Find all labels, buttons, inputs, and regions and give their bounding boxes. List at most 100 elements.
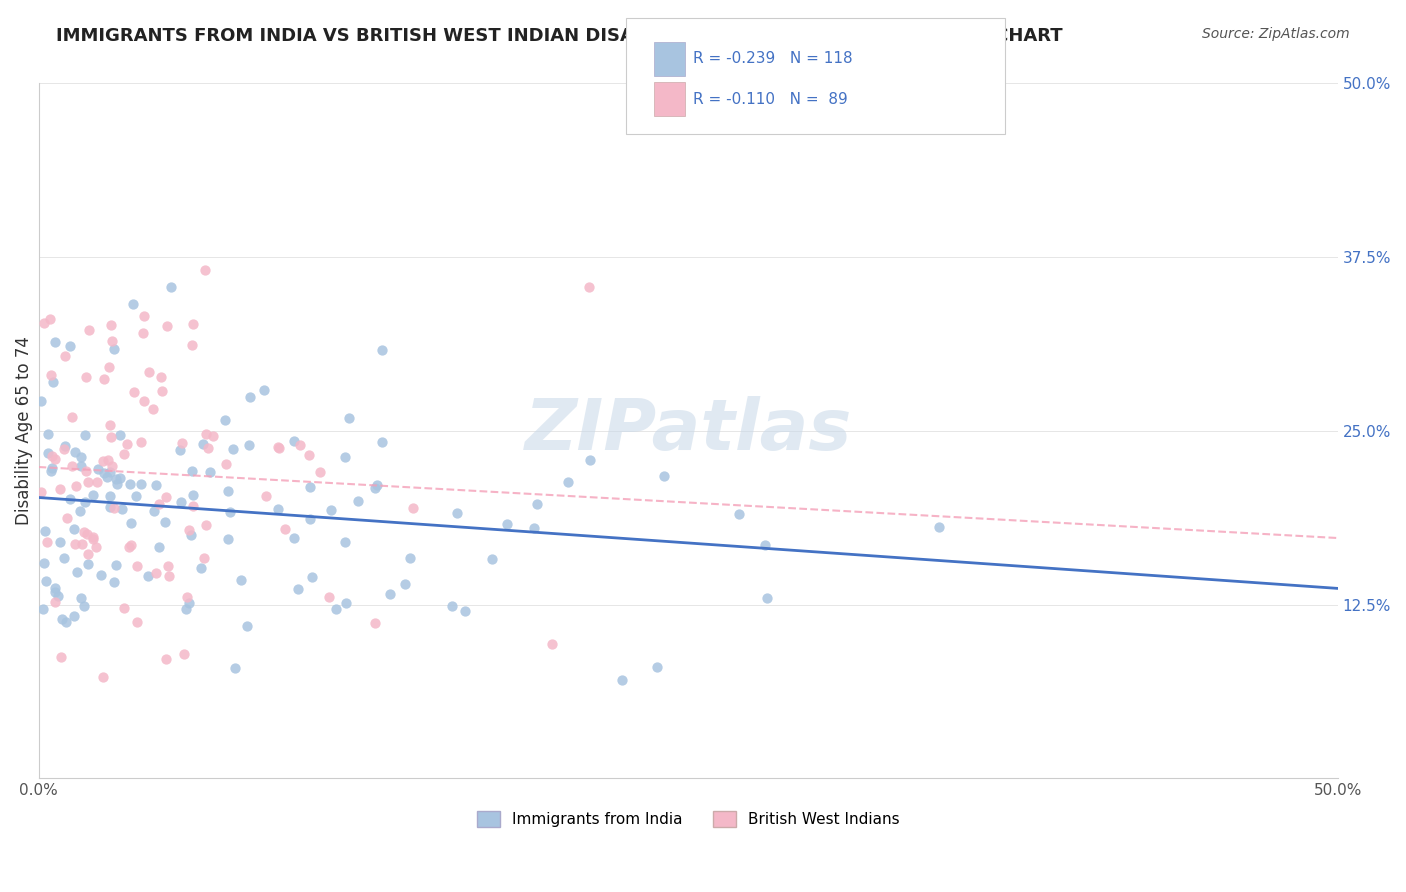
Point — [120, 538, 142, 552]
Point — [197, 441, 219, 455]
Point — [76, 527, 98, 541]
Point — [122, 385, 145, 400]
Point — [82, 488, 104, 502]
Point — [69, 504, 91, 518]
Point — [34, 524, 56, 538]
Point — [125, 489, 148, 503]
Point — [70, 591, 93, 605]
Point — [98, 500, 121, 515]
Point — [217, 532, 239, 546]
Point — [100, 430, 122, 444]
Point — [39, 465, 62, 479]
Point — [754, 539, 776, 553]
Point — [195, 518, 218, 533]
Point — [62, 523, 84, 537]
Point — [115, 437, 138, 451]
Point — [194, 263, 217, 277]
Point — [110, 428, 132, 442]
Point — [46, 589, 69, 603]
Point — [177, 523, 200, 537]
Point — [180, 338, 202, 352]
Text: R = -0.110   N =  89: R = -0.110 N = 89 — [693, 92, 848, 106]
Point — [104, 472, 127, 486]
Point — [155, 652, 177, 666]
Point — [127, 559, 149, 574]
Point — [183, 317, 205, 331]
Point — [120, 516, 142, 530]
Point — [111, 501, 134, 516]
Point — [399, 550, 422, 565]
Point — [41, 449, 63, 463]
Point — [236, 619, 259, 633]
Text: R = -0.239   N = 118: R = -0.239 N = 118 — [693, 52, 853, 66]
Point — [100, 318, 122, 333]
Point — [347, 493, 370, 508]
Point — [153, 515, 176, 529]
Point — [142, 401, 165, 416]
Point — [44, 452, 66, 467]
Point — [77, 557, 100, 571]
Point — [155, 490, 177, 504]
Point — [52, 442, 75, 457]
Point — [218, 505, 240, 519]
Point — [91, 670, 114, 684]
Point — [35, 535, 58, 549]
Point — [129, 434, 152, 449]
Point — [49, 649, 72, 664]
Point — [31, 602, 53, 616]
Point — [309, 465, 332, 479]
Point — [148, 497, 170, 511]
Point — [51, 612, 73, 626]
Point — [224, 661, 246, 675]
Point — [49, 535, 72, 549]
Point — [55, 511, 77, 525]
Point — [222, 442, 245, 456]
Point — [122, 297, 145, 311]
Point — [69, 458, 91, 473]
Point — [77, 547, 100, 561]
Point — [181, 464, 204, 478]
Point — [267, 440, 290, 454]
Point — [60, 410, 83, 425]
Point — [190, 560, 212, 574]
Point — [97, 359, 120, 374]
Point — [73, 494, 96, 508]
Point — [321, 503, 343, 517]
Point — [66, 565, 89, 579]
Point — [100, 334, 122, 348]
Point — [181, 488, 204, 502]
Point — [755, 591, 778, 606]
Point — [214, 412, 236, 426]
Point — [30, 484, 52, 499]
Point — [394, 577, 416, 591]
Point — [90, 567, 112, 582]
Point — [131, 326, 153, 341]
Point — [298, 480, 321, 494]
Point — [440, 599, 463, 613]
Point — [73, 525, 96, 540]
Text: ZIPatlas: ZIPatlas — [524, 396, 852, 466]
Point — [118, 541, 141, 555]
Point — [238, 390, 260, 404]
Point — [73, 599, 96, 613]
Point — [288, 437, 311, 451]
Legend: Immigrants from India, British West Indians: Immigrants from India, British West Indi… — [471, 805, 905, 833]
Point — [41, 461, 63, 475]
Point — [30, 393, 52, 408]
Point — [53, 439, 76, 453]
Point — [318, 590, 340, 604]
Point — [267, 502, 290, 516]
Point — [35, 574, 58, 588]
Point — [181, 499, 204, 513]
Point — [267, 441, 290, 455]
Point — [172, 436, 194, 450]
Point — [301, 570, 323, 584]
Point — [176, 590, 198, 604]
Point — [160, 280, 183, 294]
Point — [44, 335, 66, 350]
Point — [201, 429, 224, 443]
Point — [335, 596, 357, 610]
Point — [578, 280, 600, 294]
Point — [495, 517, 517, 532]
Point — [138, 365, 160, 379]
